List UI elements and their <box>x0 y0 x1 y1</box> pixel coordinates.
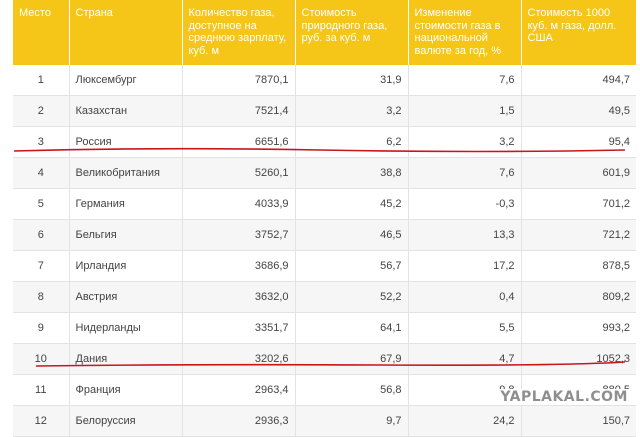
price-usd-cell: 150,7 <box>521 405 636 437</box>
header-rank: Место <box>13 0 70 65</box>
gas-price-cell: 31,9 <box>295 65 409 96</box>
price-change-cell: 0,4 <box>408 281 522 313</box>
gas-volume-cell: 4033,9 <box>182 188 296 220</box>
country-cell: Бельгия <box>69 219 183 251</box>
country-cell: Люксембург <box>69 65 183 96</box>
rank-cell: 2 <box>13 95 70 127</box>
watermark-text: YAPLAKAL.COM <box>498 389 630 405</box>
table-row: 8 Австрия 3632,0 52,2 0,4 809,2 <box>13 281 636 313</box>
rank-cell: 1 <box>13 65 70 96</box>
price-usd-cell: 494,7 <box>521 65 636 96</box>
price-change-cell: 17,2 <box>408 250 522 282</box>
country-cell: Белоруссия <box>69 405 183 437</box>
price-change-cell: 1,5 <box>408 95 522 127</box>
price-usd-cell: 601,9 <box>521 157 636 189</box>
price-change-cell: 4,7 <box>408 343 522 375</box>
price-usd-cell: 1052,3 <box>521 343 636 375</box>
price-usd-cell: 809,2 <box>521 281 636 313</box>
price-change-cell: -0,3 <box>408 188 522 220</box>
header-gas-price-rub: Стоимость природного газа, руб. за куб. … <box>295 0 409 65</box>
gas-volume-cell: 3686,9 <box>182 250 296 282</box>
gas-price-cell: 56,7 <box>295 250 409 282</box>
table-row: 7 Ирландия 3686,9 56,7 17,2 878,5 <box>13 250 636 282</box>
table-row: 6 Бельгия 3752,7 46,5 13,3 721,2 <box>13 219 636 251</box>
gas-price-cell: 64,1 <box>295 312 409 344</box>
rank-cell: 5 <box>13 188 70 220</box>
gas-volume-cell: 7521,4 <box>182 95 296 127</box>
price-usd-cell: 721,2 <box>521 219 636 251</box>
country-cell: Австрия <box>69 281 183 313</box>
gas-volume-cell: 5260,1 <box>182 157 296 189</box>
country-cell: Нидерланды <box>69 312 183 344</box>
price-change-cell: 7,6 <box>408 65 522 96</box>
header-gas-volume-per-salary: Количество газа, доступное на среднюю за… <box>182 0 296 65</box>
rank-cell: 6 <box>13 219 70 251</box>
price-usd-cell: 878,5 <box>521 250 636 282</box>
gas-affordability-table: Место Страна Количество газа, доступное … <box>13 0 636 437</box>
gas-price-cell: 67,9 <box>295 343 409 375</box>
country-cell: Германия <box>69 188 183 220</box>
gas-price-cell: 3,2 <box>295 95 409 127</box>
gas-volume-cell: 3752,7 <box>182 219 296 251</box>
price-usd-cell: 701,2 <box>521 188 636 220</box>
table-row: 3 Россия 6651,6 6,2 3,2 95,4 <box>13 126 636 158</box>
header-country: Страна <box>69 0 183 65</box>
table-row: 1 Люксембург 7870,1 31,9 7,6 494,7 <box>13 65 636 96</box>
table-row: 9 Нидерланды 3351,7 64,1 5,5 993,2 <box>13 312 636 344</box>
table-row: 2 Казахстан 7521,4 3,2 1,5 49,5 <box>13 95 636 127</box>
rank-cell: 7 <box>13 250 70 282</box>
gas-price-cell: 6,2 <box>295 126 409 158</box>
country-cell: Франция <box>69 374 183 406</box>
price-usd-cell: 993,2 <box>521 312 636 344</box>
price-change-cell: 7,6 <box>408 157 522 189</box>
price-usd-cell: 95,4 <box>521 126 636 158</box>
gas-volume-cell: 7870,1 <box>182 65 296 96</box>
table-row: 10 Дания 3202,6 67,9 4,7 1052,3 <box>13 343 636 375</box>
header-price-change-percent: Изменение стоимости газа в национальной … <box>408 0 522 65</box>
gas-volume-cell: 2936,3 <box>182 405 296 437</box>
country-cell: Ирландия <box>69 250 183 282</box>
rank-cell: 3 <box>13 126 70 158</box>
price-change-cell: 13,3 <box>408 219 522 251</box>
country-cell: Великобритания <box>69 157 183 189</box>
table-row: 5 Германия 4033,9 45,2 -0,3 701,2 <box>13 188 636 220</box>
gas-price-cell: 38,8 <box>295 157 409 189</box>
rank-cell: 10 <box>13 343 70 375</box>
table-header-row: Место Страна Количество газа, доступное … <box>13 0 636 65</box>
gas-price-cell: 9,7 <box>295 405 409 437</box>
gas-volume-cell: 3351,7 <box>182 312 296 344</box>
gas-price-cell: 46,5 <box>295 219 409 251</box>
rank-cell: 4 <box>13 157 70 189</box>
rank-cell: 11 <box>13 374 70 406</box>
gas-affordability-table-container: Место Страна Количество газа, доступное … <box>13 0 640 437</box>
header-price-usd-per-1000: Стоимость 1000 куб. м газа, долл. США <box>521 0 636 65</box>
country-cell: Казахстан <box>69 95 183 127</box>
table-body: 1 Люксембург 7870,1 31,9 7,6 494,7 2 Казахстан 7… <box>13 65 636 437</box>
table-row: 4 Великобритания 5260,1 38,8 7,6 601,9 <box>13 157 636 189</box>
rank-cell: 9 <box>13 312 70 344</box>
rank-cell: 12 <box>13 405 70 437</box>
gas-price-cell: 52,2 <box>295 281 409 313</box>
gas-volume-cell: 3202,6 <box>182 343 296 375</box>
table-row: 12 Белоруссия 2936,3 9,7 24,2 150,7 <box>13 405 636 437</box>
gas-volume-cell: 6651,6 <box>182 126 296 158</box>
country-cell: Россия <box>69 126 183 158</box>
price-usd-cell: 49,5 <box>521 95 636 127</box>
gas-volume-cell: 3632,0 <box>182 281 296 313</box>
price-change-cell: 3,2 <box>408 126 522 158</box>
price-change-cell: 24,2 <box>408 405 522 437</box>
gas-volume-cell: 2963,4 <box>182 374 296 406</box>
gas-price-cell: 45,2 <box>295 188 409 220</box>
rank-cell: 8 <box>13 281 70 313</box>
gas-price-cell: 56,8 <box>295 374 409 406</box>
country-cell: Дания <box>69 343 183 375</box>
price-change-cell: 5,5 <box>408 312 522 344</box>
